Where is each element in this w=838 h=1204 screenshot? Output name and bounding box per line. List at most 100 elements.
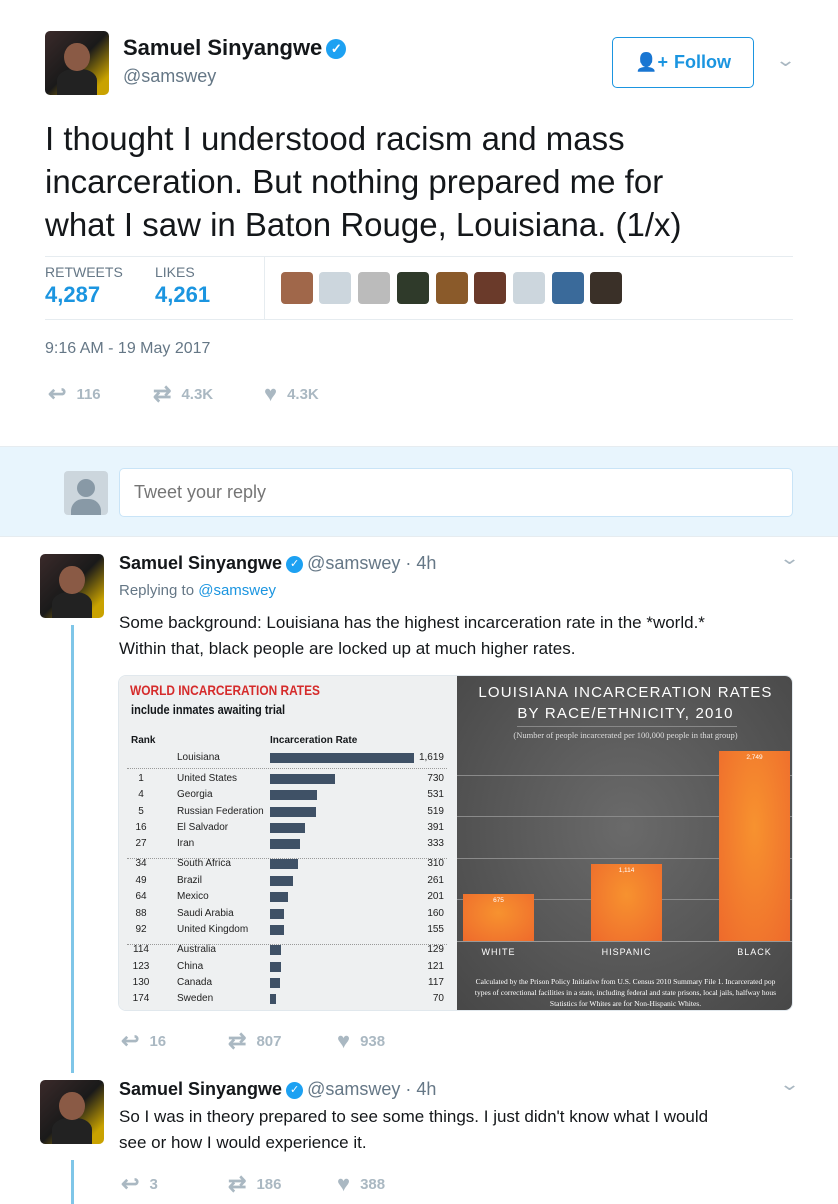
country-label: Russian Federation xyxy=(177,806,264,817)
verified-icon: ✓ xyxy=(286,556,304,573)
rate-value: 1,619 xyxy=(418,752,444,763)
liker-avatar[interactable] xyxy=(552,272,584,304)
rate-value: 70 xyxy=(432,993,444,1004)
rate-bar xyxy=(270,892,288,902)
rank-label: 5 xyxy=(138,806,144,817)
category-label: BLACK xyxy=(737,947,772,957)
divider xyxy=(45,319,793,320)
rate-value: 155 xyxy=(427,924,444,935)
reply-time[interactable]: · 4h xyxy=(405,1079,437,1099)
country-label: Louisiana xyxy=(177,752,220,763)
liker-avatar[interactable] xyxy=(436,272,468,304)
rank-label: 27 xyxy=(135,838,147,849)
rate-bar xyxy=(270,774,335,784)
author-handle[interactable]: @samswey xyxy=(123,66,217,86)
reply-author-avatar[interactable] xyxy=(40,554,104,618)
reply-author-name[interactable]: Samuel Sinyangwe xyxy=(119,1079,283,1099)
chevron-down-icon[interactable]: ⌄ xyxy=(778,548,801,568)
liker-avatar[interactable] xyxy=(590,272,622,304)
country-label: El Salvador xyxy=(177,822,229,833)
country-label: Canada xyxy=(177,977,213,988)
bar-value-label: 1,114 xyxy=(618,867,635,875)
reply-action[interactable]: ↩ 116 xyxy=(48,381,101,407)
race-bar xyxy=(463,894,534,941)
retweets-stat[interactable]: RETWEETS 4,287 xyxy=(45,264,123,308)
rate-value: 391 xyxy=(427,822,444,833)
rank-label: 123 xyxy=(132,961,150,972)
retweet-action[interactable]: ⇄ 807 xyxy=(228,1028,281,1054)
rate-bar xyxy=(270,978,281,988)
country-label: South Africa xyxy=(177,858,231,869)
retweet-count: 4.3K xyxy=(181,385,214,403)
rank-label: 34 xyxy=(135,858,147,869)
reply-time[interactable]: · 4h xyxy=(405,553,437,573)
rate-bar xyxy=(270,823,305,833)
like-count: 388 xyxy=(360,1175,386,1193)
category-label: HISPANIC xyxy=(601,947,652,957)
liker-avatar[interactable] xyxy=(513,272,545,304)
rate-value: 121 xyxy=(427,961,444,972)
reply-author-handle[interactable]: @samswey xyxy=(307,1079,401,1099)
country-label: China xyxy=(177,961,204,972)
rate-value: 129 xyxy=(427,944,444,955)
reply-text: So I was in theory prepared to see some … xyxy=(119,1104,708,1156)
reply-icon: ↩ xyxy=(121,1171,140,1196)
author-avatar[interactable] xyxy=(45,31,109,95)
follow-button[interactable]: 👤+ Follow xyxy=(612,37,754,88)
timestamp[interactable]: 9:16 AM - 19 May 2017 xyxy=(45,340,211,357)
liker-avatar[interactable] xyxy=(397,272,429,304)
reply-count: 3 xyxy=(149,1175,158,1193)
liker-avatar[interactable] xyxy=(474,272,506,304)
add-user-icon: 👤+ xyxy=(635,52,668,72)
likes-stat[interactable]: LIKES 4,261 xyxy=(155,264,210,308)
like-action[interactable]: ♥ 388 xyxy=(337,1171,385,1197)
rank-label: 114 xyxy=(133,944,149,955)
chart-title: LOUISIANA INCARCERATION RATES BY RACE/ET… xyxy=(457,682,792,724)
rate-bar xyxy=(270,876,294,886)
rate-bar xyxy=(270,925,284,935)
liker-avatar[interactable] xyxy=(358,272,390,304)
chevron-down-icon[interactable]: ⌄ xyxy=(774,50,797,70)
reply-input[interactable] xyxy=(119,468,793,517)
retweet-action[interactable]: ⇄ 186 xyxy=(228,1171,281,1197)
louisiana-race-chart: LOUISIANA INCARCERATION RATES BY RACE/ET… xyxy=(457,676,792,1010)
rate-bar xyxy=(270,790,318,800)
retweet-icon: ⇄ xyxy=(228,1028,247,1053)
replying-label: Replying to xyxy=(119,582,199,599)
reply-action[interactable]: ↩ 16 xyxy=(121,1028,166,1054)
retweet-action[interactable]: ⇄ 4.3K xyxy=(153,381,213,407)
rate-bar xyxy=(270,839,300,849)
rank-label: 130 xyxy=(132,977,150,988)
row-separator xyxy=(127,858,447,859)
author-name[interactable]: Samuel Sinyangwe ✓ xyxy=(123,35,347,61)
reply-author-handle[interactable]: @samswey xyxy=(307,553,401,573)
liker-avatar[interactable] xyxy=(281,272,313,304)
rate-bar xyxy=(270,945,282,955)
replying-to-link[interactable]: @samswey xyxy=(198,582,276,599)
rate-value: 531 xyxy=(427,789,444,800)
rank-label: 1 xyxy=(138,773,144,784)
media-image[interactable]: WORLD INCARCERATION RATES include inmate… xyxy=(118,675,793,1011)
reply-text-line: Some background: Louisiana has the highe… xyxy=(119,613,705,632)
verified-icon: ✓ xyxy=(286,1082,304,1099)
reply-action[interactable]: ↩ 3 xyxy=(121,1171,158,1197)
reply-header: Samuel Sinyangwe ✓ @samswey · 4h xyxy=(119,1079,436,1100)
reply-author-name[interactable]: Samuel Sinyangwe xyxy=(119,553,283,573)
reply-header: Samuel Sinyangwe ✓ @samswey · 4h xyxy=(119,553,436,574)
reply-author-avatar[interactable] xyxy=(40,1080,104,1144)
verified-icon: ✓ xyxy=(326,39,347,59)
race-bar xyxy=(591,864,662,941)
liker-avatar[interactable] xyxy=(319,272,351,304)
country-label: United Kingdom xyxy=(177,924,249,935)
rate-value: 201 xyxy=(427,891,444,902)
chevron-down-icon[interactable]: ⌄ xyxy=(778,1074,801,1094)
divider xyxy=(45,256,793,257)
rate-bar xyxy=(270,994,277,1004)
author-name-text[interactable]: Samuel Sinyangwe xyxy=(123,35,323,60)
like-action[interactable]: ♥ 938 xyxy=(337,1028,385,1054)
like-action[interactable]: ♥ 4.3K xyxy=(264,381,319,407)
reply-count: 16 xyxy=(149,1032,167,1050)
footnote-line: Statistics for Whites are for Non-Hispan… xyxy=(549,999,702,1008)
rank-label: 92 xyxy=(135,924,147,935)
rank-label: 4 xyxy=(138,789,144,800)
